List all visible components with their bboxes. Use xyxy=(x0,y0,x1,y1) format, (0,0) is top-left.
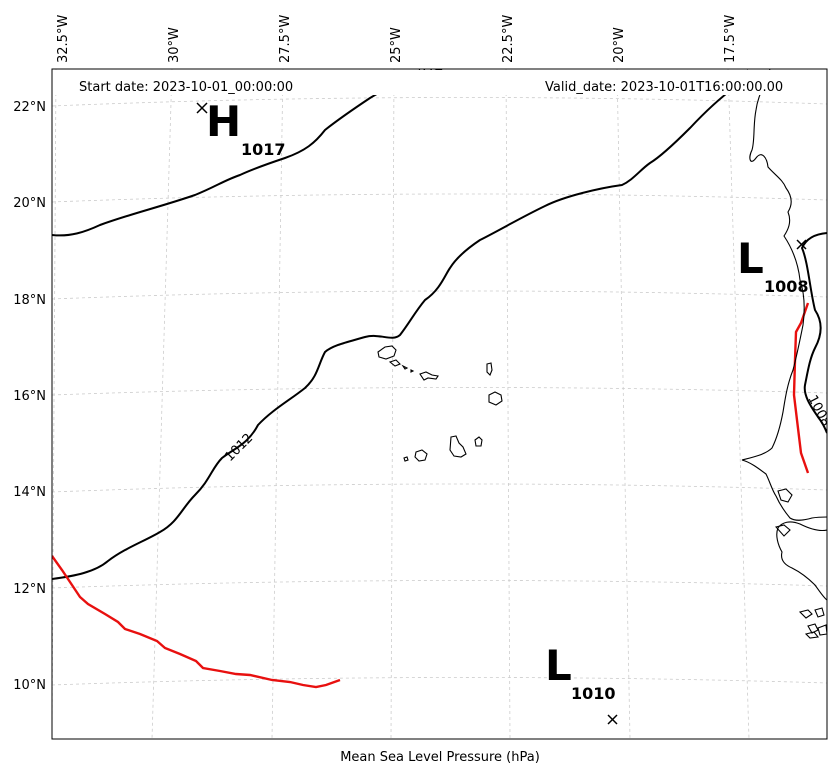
lon-label-20w: 20°W xyxy=(612,27,627,63)
trough-north xyxy=(792,302,810,474)
low-south-value: 1010 xyxy=(571,684,616,703)
lat-label-10n: 10°N xyxy=(13,678,46,693)
lon-label-22.5w: 22.5°W xyxy=(501,15,516,63)
island-sao-vicente xyxy=(388,359,401,367)
coastline-gambia-guinea xyxy=(776,521,827,601)
low-south-letter: L xyxy=(545,641,572,690)
low-north-value: 1008 xyxy=(764,277,809,296)
longitude-labels: 32.5°W 30°W 27.5°W 25°W 22.5°W 20°W 17.5… xyxy=(56,15,738,63)
island-sao-nicolau xyxy=(419,371,439,381)
lat-label-16n: 16°N xyxy=(13,389,46,404)
island-brava xyxy=(403,456,409,462)
isobar-1008 xyxy=(800,232,827,434)
lon-label-27.5w: 27.5°W xyxy=(278,15,293,63)
island-santa-luzia xyxy=(401,364,415,373)
pressure-centers: H 1017 L 1008 L 1010 xyxy=(206,97,809,703)
lat-label-22n: 22°N xyxy=(13,100,46,115)
lon-label-32.5w: 32.5°W xyxy=(56,15,71,63)
island-fogo xyxy=(414,449,428,462)
high-center-value: 1017 xyxy=(241,140,286,159)
coastline xyxy=(741,69,827,639)
lat-label-14n: 14°N xyxy=(13,485,46,500)
cape-verde-islands xyxy=(377,345,503,462)
center-markers xyxy=(196,102,807,725)
valid-date-label: Valid_date: 2023-10-01T16:00:00.00 xyxy=(545,80,783,95)
coastline-guinea-bissau-islands xyxy=(798,607,827,639)
island-sal xyxy=(486,362,493,376)
island-maio xyxy=(474,436,483,447)
low-north-letter: L xyxy=(737,234,764,283)
high-center-letter: H xyxy=(206,97,241,146)
lon-label-25w: 25°W xyxy=(389,27,404,63)
lon-label-30w: 30°W xyxy=(167,27,182,63)
island-boa-vista xyxy=(488,391,503,406)
center-marker-low-south xyxy=(607,714,618,725)
island-santiago xyxy=(449,435,467,458)
latitude-labels: 22°N 20°N 18°N 16°N 14°N 12°N 10°N xyxy=(13,100,46,693)
lon-label-17.5w: 17.5°W xyxy=(723,15,738,63)
coastline-bay-detail xyxy=(774,488,793,537)
coastline-mauritania-senegal xyxy=(741,69,827,521)
center-marker-high xyxy=(196,102,208,114)
island-santo-antao xyxy=(377,345,397,360)
lat-label-18n: 18°N xyxy=(13,293,46,308)
center-marker-low-north xyxy=(796,239,807,250)
plot-frame xyxy=(51,68,828,740)
lat-label-20n: 20°N xyxy=(13,196,46,211)
graticule xyxy=(52,69,827,739)
start-date-label: Start date: 2023-10-01_00:00:00 xyxy=(79,80,293,95)
trough-south xyxy=(52,555,341,689)
isobar-1012 xyxy=(52,69,749,580)
trough-lines xyxy=(52,302,810,689)
map-title: Mean Sea Level Pressure (hPa) xyxy=(340,750,540,765)
lat-label-12n: 12°N xyxy=(13,582,46,597)
